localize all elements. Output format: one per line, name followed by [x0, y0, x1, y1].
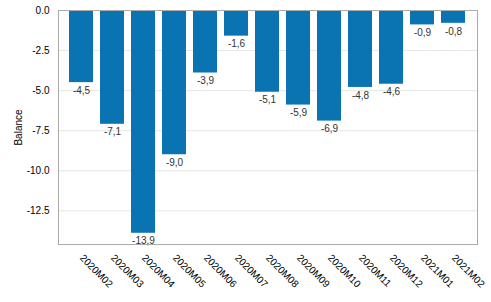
svg-text:2021M01: 2021M01 [418, 252, 457, 290]
svg-text:2020M10: 2020M10 [325, 252, 364, 290]
svg-text:-0,9: -0,9 [414, 27, 432, 38]
svg-text:-9,0: -9,0 [166, 157, 184, 168]
svg-text:2020M06: 2020M06 [201, 252, 240, 290]
svg-text:-12.5: -12.5 [27, 205, 50, 216]
svg-text:2020M05: 2020M05 [170, 252, 209, 290]
svg-text:-10.0: -10.0 [27, 165, 50, 176]
svg-text:2020M07: 2020M07 [232, 252, 271, 290]
svg-text:-13,9: -13,9 [132, 235, 155, 247]
svg-text:-4,6: -4,6 [383, 86, 401, 97]
svg-text:-7,1: -7,1 [104, 126, 122, 137]
svg-text:Balance: Balance [13, 109, 24, 146]
svg-text:2020M11: 2020M11 [357, 252, 394, 289]
svg-text:-5.0: -5.0 [32, 85, 50, 96]
svg-text:2020M02: 2020M02 [77, 252, 116, 290]
svg-text:2020M12: 2020M12 [387, 252, 426, 290]
svg-text:-5,9: -5,9 [290, 107, 308, 118]
svg-text:-1,6: -1,6 [228, 38, 246, 49]
svg-text:2021M02: 2021M02 [450, 252, 488, 290]
svg-text:2020M03: 2020M03 [108, 252, 147, 290]
svg-text:-2.5: -2.5 [32, 45, 50, 56]
svg-text:2020M08: 2020M08 [263, 252, 302, 290]
svg-text:-4,5: -4,5 [73, 85, 91, 96]
svg-text:0.0: 0.0 [36, 5, 50, 16]
svg-text:-4,8: -4,8 [352, 90, 370, 101]
svg-text:2020M04: 2020M04 [139, 252, 178, 290]
svg-text:-6,9: -6,9 [321, 123, 339, 134]
svg-text:-3,9: -3,9 [197, 75, 215, 86]
svg-text:-0,8: -0,8 [445, 26, 463, 37]
svg-text:-7.5: -7.5 [32, 125, 50, 136]
svg-text:2020M09: 2020M09 [294, 252, 333, 290]
svg-text:-5,1: -5,1 [259, 94, 277, 105]
